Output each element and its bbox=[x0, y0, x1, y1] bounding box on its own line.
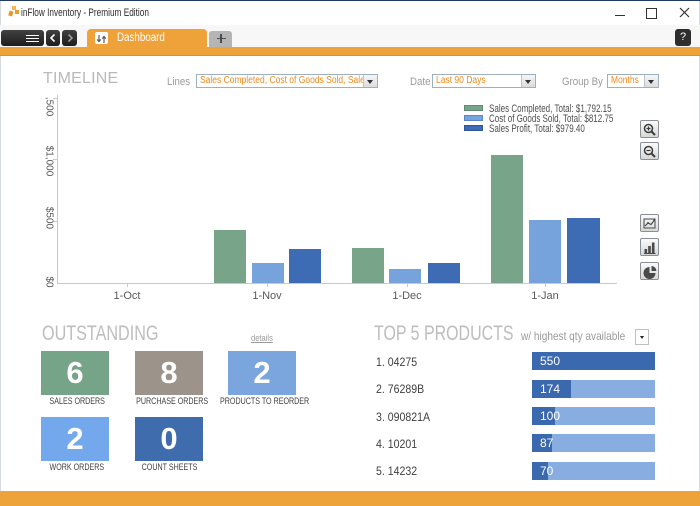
svg-text:$500: $500 bbox=[44, 207, 55, 230]
svg-text:$1,000: $1,000 bbox=[44, 146, 55, 177]
svg-text:$1,500: $1,500 bbox=[44, 97, 55, 117]
svg-text:$0: $0 bbox=[44, 276, 55, 288]
